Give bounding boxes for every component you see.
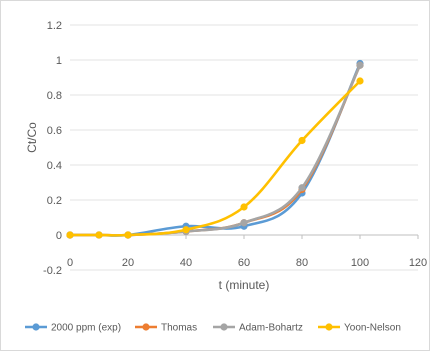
legend-item-2000-ppm-exp: 2000 ppm (exp) [25,323,121,334]
data-point [66,231,74,239]
legend-label: Yoon-Nelson [344,323,401,334]
x-tick-label: 100 [351,257,369,269]
legend-label: Adam-Bohartz [239,323,303,334]
y-tick-label: 0 [56,230,62,242]
legend-swatch-marker [325,323,333,331]
legend-swatch-marker [32,323,40,331]
series-lines [66,59,364,239]
data-point [124,231,132,239]
legend-label: Thomas [161,323,197,334]
tick-labels: -0.2 0 0.2 0.4 0.6 0.8 1 1.2 0 20 40 60 80 100 120 [43,20,427,277]
series-yoon-nelson [66,77,364,239]
series-line [70,80,361,237]
legend-item-thomas: Thomas [135,323,197,334]
data-point [240,219,248,227]
data-point [356,77,364,85]
series-thomas [66,61,364,239]
x-tick-label: 20 [122,257,134,269]
data-point [298,136,306,145]
y-tick-label: 0.4 [47,160,62,172]
series-line [70,64,362,237]
legend: 2000 ppm (exp) Thomas Adam-Bohartz Yoon-Nel… [25,323,401,334]
gridlines [70,24,418,271]
y-tick-label: 1 [56,55,62,67]
data-point [298,184,306,192]
legend-swatch-marker [220,323,228,331]
legend-item-adam-bohartz: Adam-Bohartz [213,323,303,334]
x-tick-label: 120 [409,257,427,269]
data-point [95,231,103,239]
data-point [356,61,364,69]
series-line [70,62,362,237]
data-point [182,226,190,234]
x-tick-label: 60 [238,257,250,269]
x-tick-label: 40 [180,257,192,269]
series-line [70,64,362,237]
y-tick-label: 0.6 [47,125,62,137]
x-axis-label: t (minute) [219,278,270,292]
legend-label: 2000 ppm (exp) [51,323,121,334]
y-tick-label: 1.2 [47,20,62,32]
y-tick-label: 0.8 [47,90,62,102]
legend-item-yoon-nelson: Yoon-Nelson [318,323,401,334]
y-tick-label: 0.2 [47,195,62,207]
y-tick-label: -0.2 [43,265,62,277]
series-2000-ppm-exp [66,59,364,239]
y-axis-label: Ct/Co [25,122,39,153]
series-adam-bohartz [66,61,364,239]
x-tick-label: 0 [67,257,73,269]
data-point [240,203,248,211]
legend-swatch-marker [142,323,150,331]
x-tick-label: 80 [296,257,308,269]
